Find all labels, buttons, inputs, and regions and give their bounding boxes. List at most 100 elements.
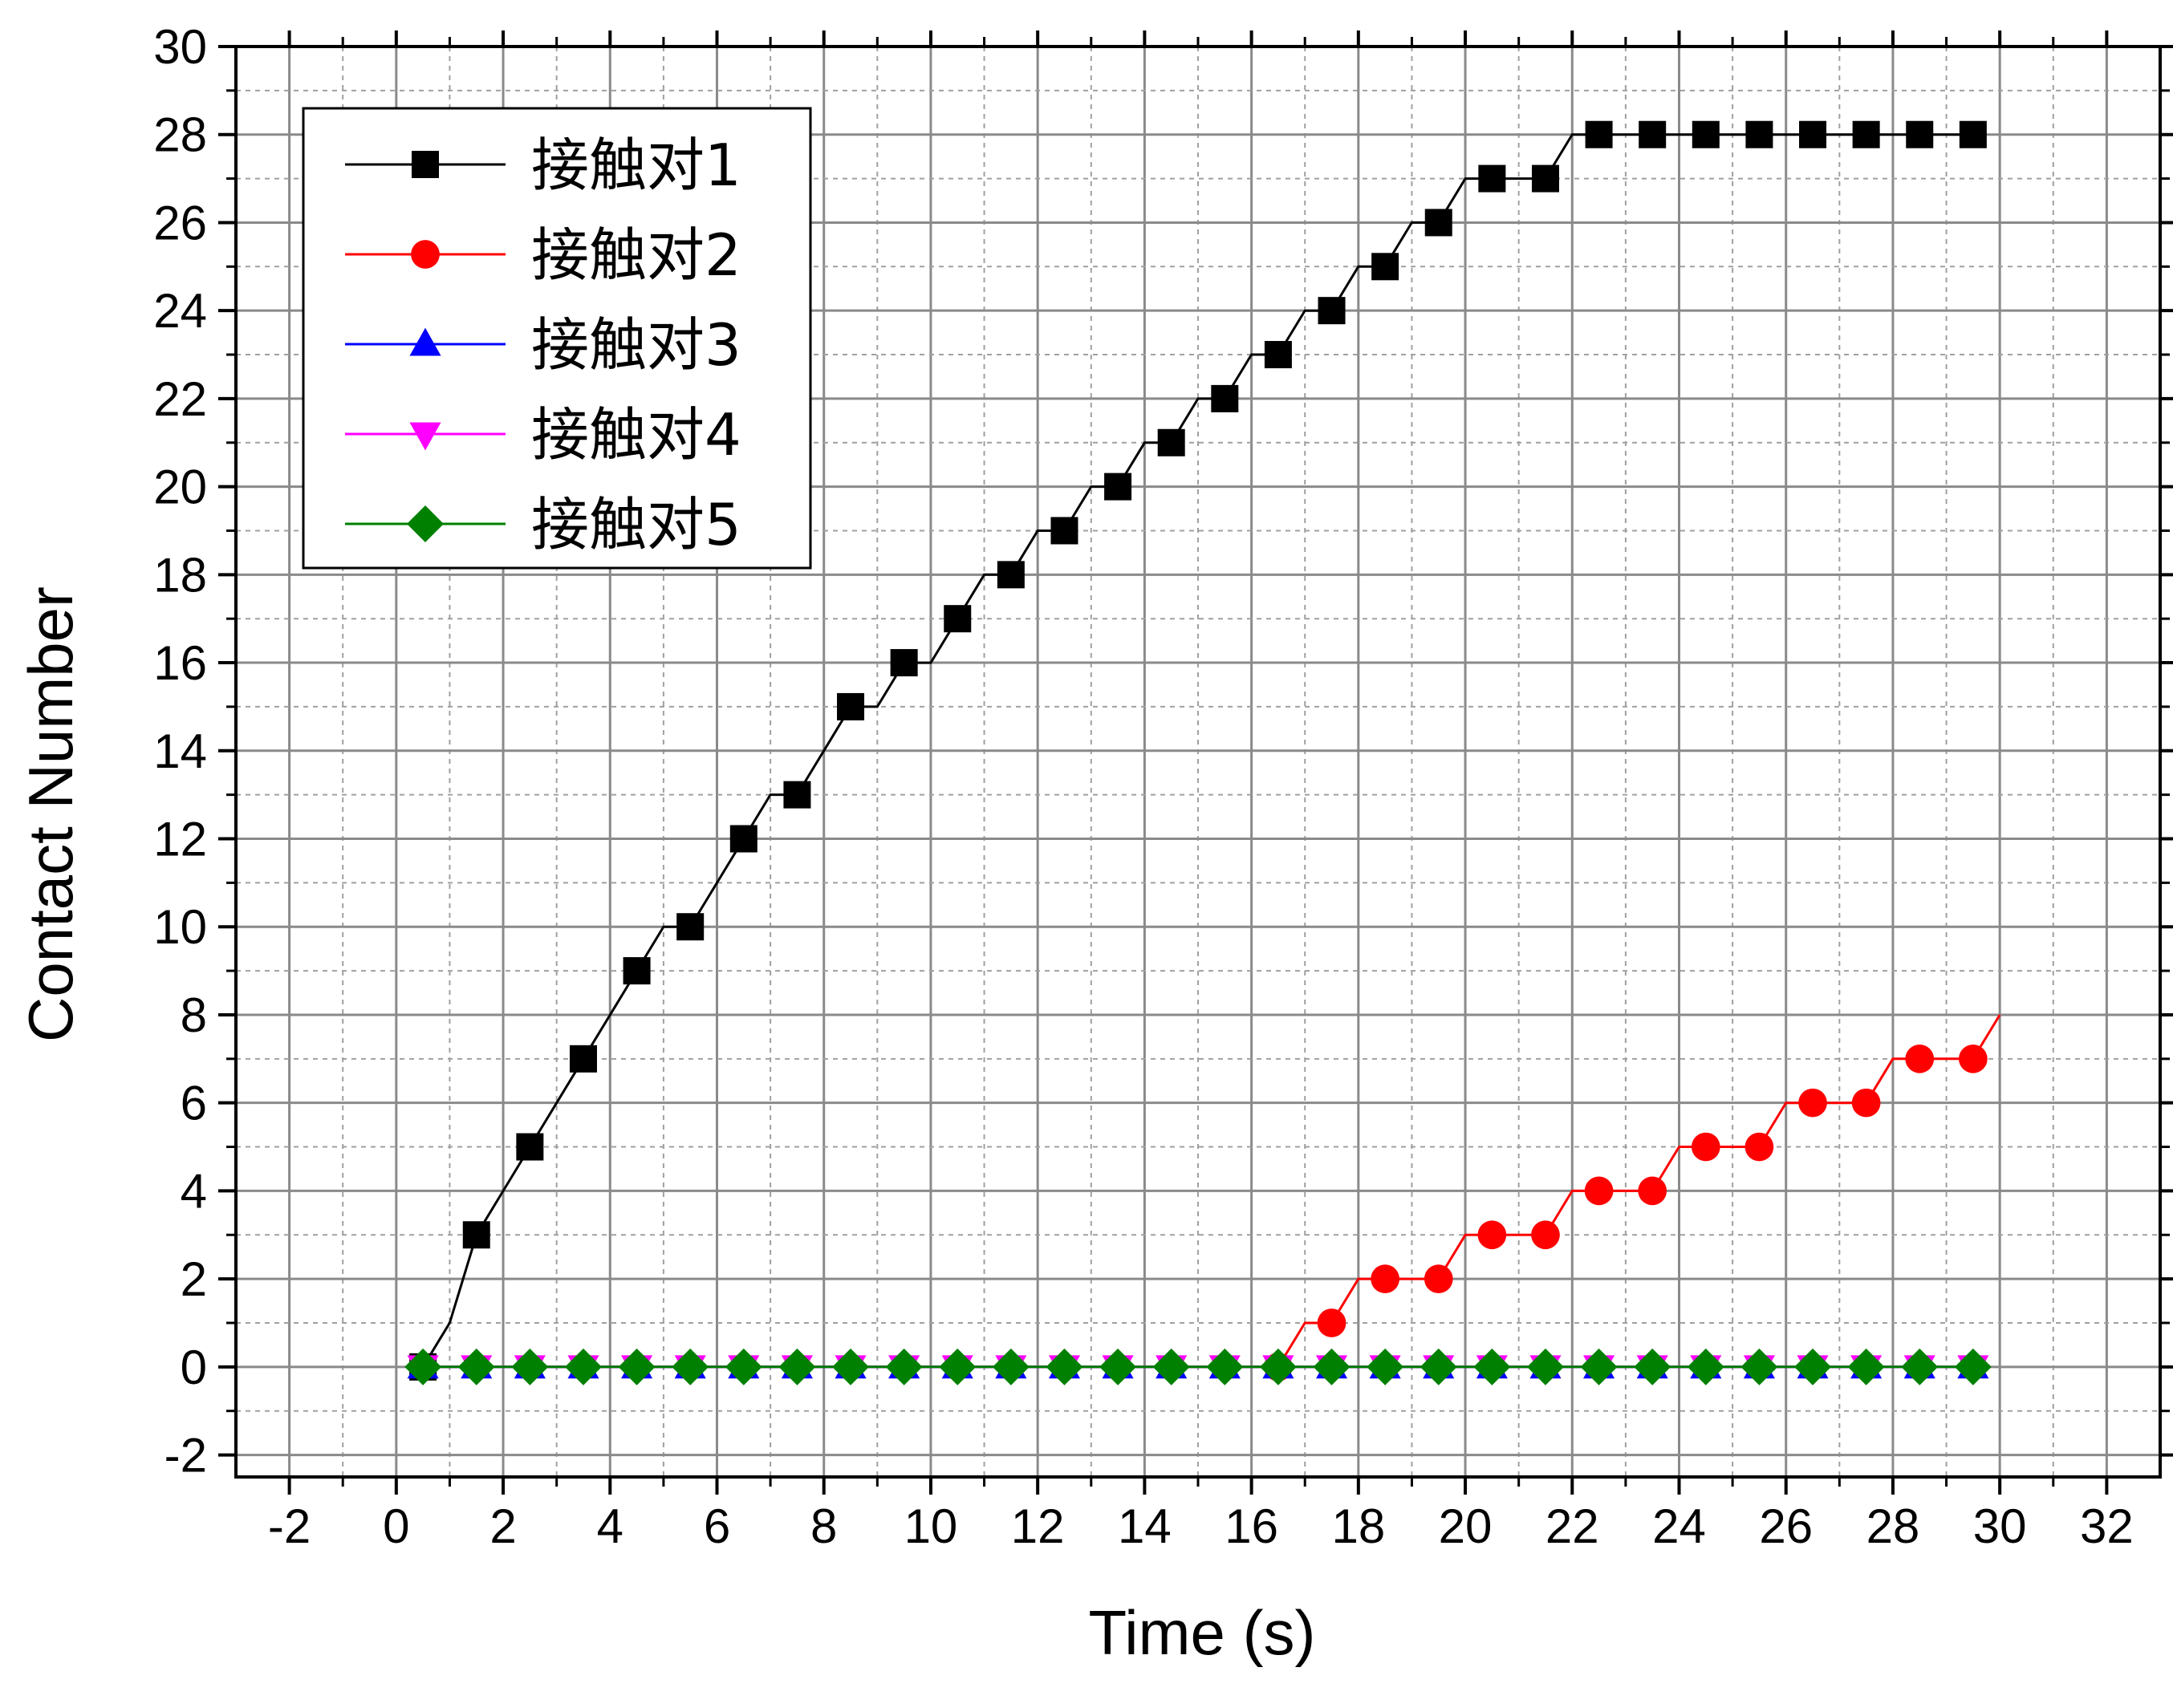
series-5-point: [1152, 1348, 1190, 1385]
series-5-point: [672, 1348, 709, 1385]
series-5-point: [1259, 1348, 1297, 1385]
series-1-point: [569, 1045, 597, 1073]
series-1-point: [1050, 517, 1078, 545]
series-5-point: [1740, 1348, 1778, 1385]
y-tick-label: 12: [153, 813, 207, 866]
y-tick-label: 4: [181, 1164, 207, 1218]
series-1-point: [1959, 120, 1987, 148]
series-1-point: [676, 913, 705, 941]
x-tick-label: 8: [810, 1499, 837, 1553]
series-1-point: [944, 605, 972, 633]
x-axis-title: Time (s): [1088, 1597, 1315, 1668]
x-tick-label: 4: [597, 1499, 623, 1553]
series-2-point: [1959, 1044, 1988, 1073]
series-5-point: [618, 1348, 656, 1385]
series-5-point: [404, 1348, 442, 1385]
series-1-point: [837, 692, 865, 720]
series-5-point: [1580, 1348, 1618, 1385]
series-1-point: [1478, 164, 1506, 193]
x-tick-label: 6: [704, 1499, 730, 1553]
series-5-point: [1954, 1348, 1992, 1385]
legend-label-4: 接触对4: [531, 401, 741, 469]
series-5-point: [1634, 1348, 1671, 1385]
series-5-point: [1367, 1348, 1404, 1385]
y-tick-label: -2: [164, 1429, 207, 1483]
legend-marker-1: [412, 151, 439, 178]
x-tick-label: 12: [1011, 1499, 1065, 1553]
legend-label-3: 接触对3: [531, 311, 741, 379]
series-2-point: [1371, 1264, 1399, 1293]
series-5-point: [778, 1348, 816, 1385]
series-2-point: [1691, 1132, 1720, 1162]
series-2-point: [1744, 1132, 1774, 1162]
y-tick-label: 18: [153, 548, 207, 602]
x-tick-label: 0: [383, 1499, 409, 1553]
y-tick-label: 22: [153, 372, 207, 426]
series-1-point: [1799, 120, 1827, 148]
series-5-point: [1473, 1348, 1511, 1385]
x-tick-label: -2: [268, 1499, 311, 1553]
x-tick-label: 10: [904, 1499, 958, 1553]
x-tick-label: 14: [1118, 1499, 1172, 1553]
legend-marker-2: [411, 240, 440, 269]
y-tick-label: 2: [181, 1252, 207, 1306]
series-2-point: [1584, 1176, 1614, 1206]
series-1-point: [890, 649, 918, 677]
series-1-point: [1531, 164, 1559, 193]
y-tick-label: 28: [153, 108, 207, 162]
series-2-point: [1424, 1264, 1453, 1293]
y-tick-label: 30: [153, 20, 207, 74]
series-5-point: [939, 1348, 977, 1385]
series-2-point: [1531, 1220, 1560, 1250]
series-5-point: [1099, 1348, 1137, 1385]
legend-label-2: 接触对2: [531, 221, 741, 289]
series-1-point: [1318, 297, 1346, 325]
y-tick-label: 10: [153, 900, 207, 954]
x-tick-label: 28: [1866, 1499, 1920, 1553]
series-5-point: [457, 1348, 495, 1385]
x-tick-label: 30: [1973, 1499, 2027, 1553]
series-1-point: [1692, 120, 1720, 148]
series-5-point: [832, 1348, 869, 1385]
x-tick-label: 26: [1759, 1499, 1813, 1553]
series-5-point: [992, 1348, 1030, 1385]
series-1-point: [1639, 120, 1667, 148]
y-tick-label: 6: [181, 1077, 207, 1130]
series-1-point: [1264, 341, 1292, 369]
series-5-point: [1046, 1348, 1083, 1385]
series-5-point: [1527, 1348, 1564, 1385]
series-layer: [404, 120, 2001, 1385]
legend-marker-5: [407, 505, 444, 542]
y-tick-label: 16: [153, 636, 207, 690]
y-tick-label: 24: [153, 284, 207, 338]
series-2-point: [1477, 1220, 1507, 1250]
series-1-point: [1211, 384, 1239, 412]
series-1-point: [783, 781, 811, 809]
series-1-point: [516, 1133, 544, 1161]
series-5-point: [511, 1348, 549, 1385]
series-2-point: [1638, 1176, 1667, 1206]
series-5-point: [1420, 1348, 1457, 1385]
series-5-point: [1901, 1348, 1939, 1385]
x-tick-label: 2: [489, 1499, 516, 1553]
series-1-point: [1745, 120, 1773, 148]
series-2-point: [1798, 1088, 1827, 1118]
legend-label-5: 接触对5: [531, 491, 741, 558]
series-5-point: [565, 1348, 602, 1385]
x-tick-label: 16: [1225, 1499, 1278, 1553]
series-1-point: [1906, 120, 1934, 148]
series-5-point: [1794, 1348, 1831, 1385]
series-1-point: [1104, 473, 1132, 501]
legend-marker-3: [409, 327, 441, 356]
y-tick-label: 0: [181, 1341, 207, 1394]
series-1-point: [997, 561, 1025, 589]
series-1-point: [1585, 120, 1613, 148]
series-2-point: [1317, 1308, 1346, 1337]
y-tick-label: 26: [153, 196, 207, 250]
series-2-point: [1905, 1044, 1935, 1073]
legend: 接触对1 接触对2 接触对3 接触对4 接触对5: [302, 107, 812, 570]
y-tick-label: 14: [153, 724, 207, 778]
axis-ticks: -2 0 2 4 6 8 10 12 14 16 18 20 22 24 26 28 30 32-20246810…: [153, 20, 2173, 1553]
series-1-point: [729, 825, 758, 853]
